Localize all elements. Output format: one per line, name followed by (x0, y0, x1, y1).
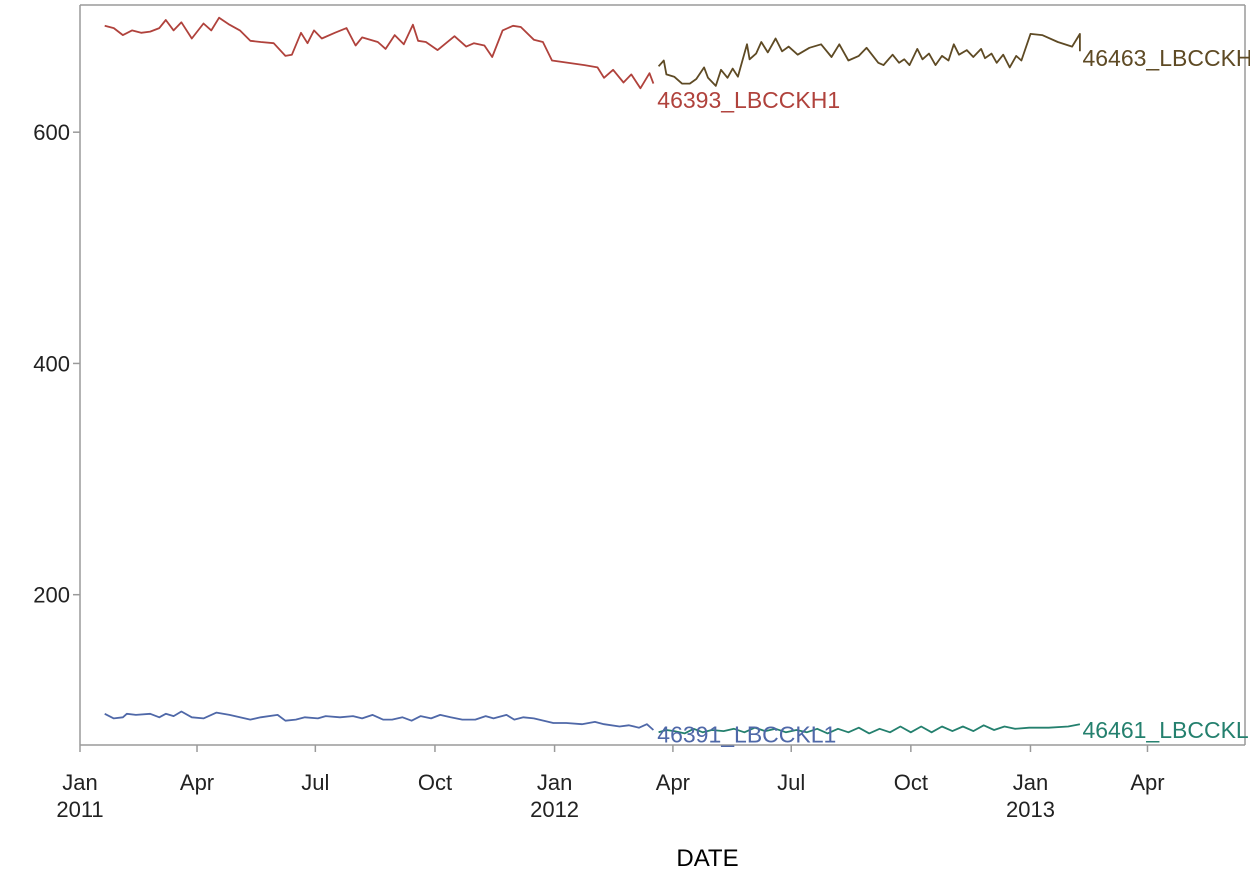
series-label-46461_LBCCKL1: 46461_LBCCKL1 (1082, 717, 1250, 743)
series-line-46391_LBCCKL1 (104, 710, 654, 731)
y-axis-ticks: 200 400 600 (33, 120, 80, 608)
x-tick-year-label: 2013 (1006, 797, 1055, 822)
x-tick-label: Apr (656, 770, 690, 795)
x-tick-label: Oct (894, 770, 928, 795)
series-label-46463_LBCCKH1: 46463_LBCCKH1 (1082, 45, 1250, 71)
series-lines (104, 16, 1081, 735)
x-tick-label: Jul (777, 770, 805, 795)
series-line-46463_LBCCKH1 (657, 33, 1081, 87)
series-line-46393_LBCCKH1 (104, 16, 655, 90)
x-tick-label: Apr (1130, 770, 1164, 795)
series-line-46461_LBCCKL1 (658, 723, 1081, 735)
x-tick-year-label: 2012 (530, 797, 579, 822)
x-tick-label: Apr (180, 770, 214, 795)
x-tick-year-label: 2011 (56, 797, 103, 822)
y-tick-label: 600 (33, 120, 70, 145)
series-label-46391_LBCCKL1: 46391_LBCCKL1 (657, 722, 836, 748)
x-tick-label: Jan (537, 770, 572, 795)
series-labels: 46393_LBCCKH1 46463_LBCCKH1 46391_LBCCKL1 4… (657, 45, 1250, 747)
y-tick-label: 200 (33, 583, 70, 608)
series-label-46393_LBCCKH1: 46393_LBCCKH1 (657, 87, 840, 113)
x-tick-label: Oct (418, 770, 452, 795)
y-tick-label: 400 (33, 351, 70, 376)
x-axis-title: DATE (676, 845, 738, 872)
x-tick-label: Jan (1013, 770, 1048, 795)
x-tick-label: Jan (62, 770, 97, 795)
x-tick-label: Jul (301, 770, 329, 795)
axes (79, 4, 1246, 746)
